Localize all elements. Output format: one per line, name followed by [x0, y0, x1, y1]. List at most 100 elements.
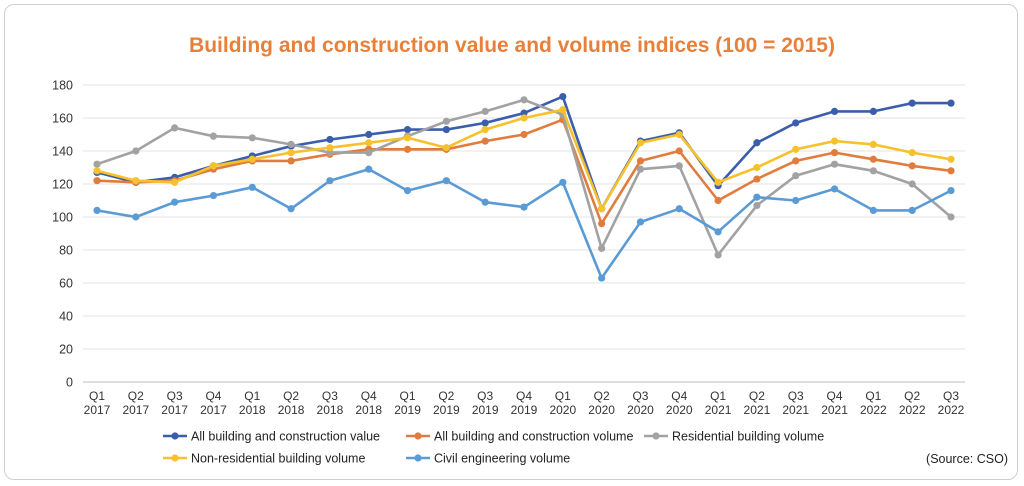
data-point	[403, 134, 412, 142]
data-point	[830, 149, 839, 157]
data-point	[869, 140, 877, 148]
y-tick-label: 100	[52, 211, 73, 225]
data-point	[93, 206, 101, 214]
data-point	[947, 155, 955, 163]
x-tick-label: Q1 2021	[705, 389, 732, 417]
legend-item: All building and construction volume	[406, 430, 633, 444]
legend: All building and construction value All b…	[163, 430, 824, 466]
data-point	[287, 205, 295, 213]
data-point	[908, 180, 916, 188]
data-point	[287, 157, 295, 165]
data-point	[365, 149, 373, 157]
y-tick-label: 0	[66, 376, 73, 390]
data-point	[481, 107, 489, 115]
legend-label: Residential building volume	[672, 430, 824, 444]
legend-item: All building and construction value	[163, 430, 380, 444]
data-point	[248, 155, 256, 163]
x-tick-label: Q3 2020	[627, 389, 654, 417]
legend-item: Non-residential building volume	[163, 452, 365, 466]
data-point	[171, 178, 179, 186]
series-4	[93, 106, 955, 213]
legend-swatch-marker	[171, 454, 179, 462]
x-tick-label: Q1 2022	[860, 389, 887, 417]
legend-label: Civil engineering volume	[434, 452, 570, 466]
data-point	[792, 145, 800, 153]
data-point	[171, 198, 179, 206]
data-point	[403, 187, 412, 195]
data-point	[675, 147, 683, 155]
axes: 0 20 40 60 80 100 120 140 160 180 Q1 2017 Q2 2017 Q3 20…	[52, 79, 965, 418]
data-point	[830, 185, 839, 193]
x-tick-label: Q1 2018	[239, 389, 266, 417]
data-point	[326, 177, 334, 185]
series-5	[93, 165, 955, 282]
y-tick-label: 60	[59, 277, 73, 291]
data-point	[559, 92, 567, 101]
y-tick-label: 180	[52, 79, 73, 93]
y-tick-label: 160	[52, 112, 73, 126]
data-point	[792, 196, 800, 205]
series-line	[95, 167, 953, 280]
data-point	[248, 134, 256, 142]
data-point	[792, 172, 800, 180]
legend-label: All building and construction volume	[434, 430, 633, 444]
data-point	[365, 130, 373, 139]
data-point	[869, 155, 877, 163]
y-tick-label: 120	[52, 178, 73, 192]
data-point	[869, 206, 877, 214]
data-point	[520, 96, 528, 104]
y-tick-label: 140	[52, 145, 73, 159]
data-point	[869, 107, 877, 115]
x-tick-label: Q2 2018	[278, 389, 305, 417]
data-point	[442, 177, 450, 185]
x-tick-label: Q4 2017	[200, 389, 227, 417]
x-tick-label: Q2 2020	[588, 389, 615, 417]
data-point	[481, 198, 489, 206]
data-point	[132, 213, 140, 221]
data-point	[326, 135, 334, 144]
legend-label: Non-residential building volume	[191, 452, 365, 466]
data-point	[714, 196, 722, 205]
data-point	[326, 149, 334, 157]
data-point	[908, 99, 916, 107]
data-point	[520, 130, 528, 139]
data-point	[675, 205, 683, 213]
data-point	[598, 244, 606, 252]
y-tick-label: 80	[59, 244, 73, 258]
series-lines	[93, 92, 955, 282]
data-point	[636, 218, 645, 226]
data-point	[365, 139, 373, 147]
series-3	[93, 96, 955, 259]
data-point	[287, 149, 295, 157]
data-point	[598, 274, 606, 282]
data-point	[209, 132, 218, 140]
x-tick-label: Q3 2019	[472, 389, 499, 417]
chart-title: Building and construction value and volu…	[189, 34, 835, 57]
x-tick-label: Q3 2022	[938, 389, 965, 417]
data-point	[908, 206, 916, 214]
data-point	[481, 119, 489, 127]
data-point	[326, 144, 334, 152]
data-point	[559, 106, 567, 114]
x-tick-label: Q2 2019	[433, 389, 460, 417]
data-point	[481, 125, 489, 134]
x-tick-label: Q1 2019	[394, 389, 421, 417]
data-point	[132, 177, 140, 185]
legend-swatch-marker	[171, 432, 179, 440]
data-point	[636, 165, 645, 173]
data-point	[442, 125, 450, 134]
data-point	[830, 137, 839, 145]
x-tick-label: Q3 2017	[161, 389, 188, 417]
data-point	[481, 137, 489, 145]
data-point	[830, 107, 839, 115]
data-point	[947, 167, 955, 175]
x-tick-label: Q4 2021	[821, 389, 848, 417]
legend-item: Residential building volume	[644, 430, 824, 444]
data-point	[520, 109, 528, 117]
x-tick-label: Q3 2018	[317, 389, 344, 417]
x-tick-label: Q4 2018	[355, 389, 382, 417]
data-point	[947, 99, 955, 107]
data-point	[132, 147, 140, 155]
data-point	[403, 145, 412, 153]
data-point	[520, 114, 528, 122]
